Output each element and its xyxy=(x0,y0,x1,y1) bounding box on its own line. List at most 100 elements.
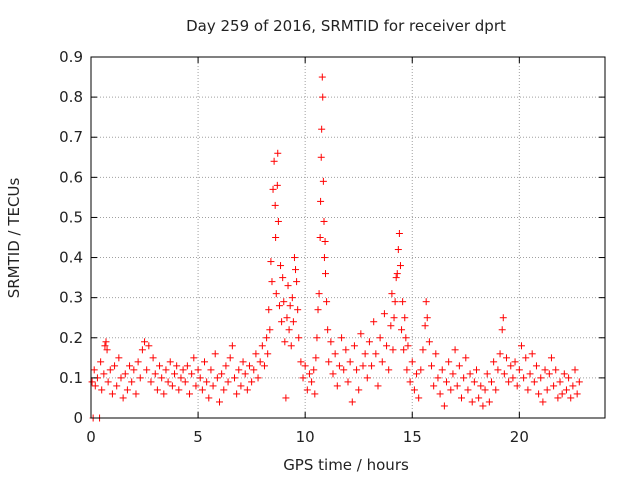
data-point xyxy=(451,346,459,354)
data-point xyxy=(287,342,295,350)
data-point xyxy=(318,73,326,81)
data-point xyxy=(190,354,198,362)
data-point xyxy=(408,358,416,366)
data-point xyxy=(374,382,382,390)
data-point xyxy=(136,374,144,382)
data-point xyxy=(359,362,367,370)
data-point xyxy=(288,294,296,302)
data-point xyxy=(294,306,302,314)
data-point xyxy=(237,382,245,390)
data-point xyxy=(173,362,181,370)
data-point xyxy=(317,153,325,161)
data-point xyxy=(228,342,236,350)
data-points xyxy=(88,73,583,422)
data-point xyxy=(263,334,271,342)
data-point xyxy=(380,310,388,318)
data-point xyxy=(346,358,354,366)
data-point xyxy=(532,362,540,370)
data-point xyxy=(575,378,583,386)
data-point xyxy=(286,302,294,310)
data-point xyxy=(254,374,262,382)
data-point xyxy=(565,374,573,382)
data-point xyxy=(458,394,466,402)
data-point xyxy=(106,366,114,374)
data-point xyxy=(428,362,436,370)
data-point xyxy=(394,246,402,254)
data-point xyxy=(283,314,291,322)
data-point xyxy=(573,390,581,398)
data-point xyxy=(365,338,373,346)
data-point xyxy=(378,358,386,366)
data-point xyxy=(567,394,575,402)
y-tick-label: 0.9 xyxy=(59,48,83,66)
data-point xyxy=(333,382,341,390)
data-point xyxy=(421,322,429,330)
data-point xyxy=(285,326,293,334)
data-point xyxy=(449,370,457,378)
x-axis-label: GPS time / hours xyxy=(283,456,409,474)
data-point xyxy=(477,382,485,390)
data-point xyxy=(315,290,323,298)
data-point xyxy=(466,370,474,378)
y-tick-label: 0.7 xyxy=(59,128,83,146)
data-point xyxy=(207,366,215,374)
x-tick-label: 15 xyxy=(403,428,422,446)
data-point xyxy=(168,382,176,390)
data-point xyxy=(278,318,286,326)
data-point xyxy=(97,358,105,366)
data-point xyxy=(160,390,168,398)
data-point xyxy=(224,378,232,386)
data-point xyxy=(177,374,185,382)
data-point xyxy=(513,382,521,390)
data-point xyxy=(248,378,256,386)
data-point xyxy=(317,197,325,205)
data-point xyxy=(100,370,108,378)
x-tick-label: 20 xyxy=(510,428,529,446)
data-point xyxy=(560,370,568,378)
data-point xyxy=(220,386,228,394)
data-point xyxy=(272,290,280,298)
data-point xyxy=(385,366,393,374)
data-point xyxy=(425,338,433,346)
data-point xyxy=(181,378,189,386)
data-point xyxy=(111,362,119,370)
data-point xyxy=(392,274,400,282)
x-tick-label: 10 xyxy=(296,428,315,446)
data-point xyxy=(313,334,321,342)
data-point xyxy=(350,342,358,350)
y-tick-label: 0.8 xyxy=(59,88,83,106)
data-point xyxy=(128,378,136,386)
data-point xyxy=(147,378,155,386)
data-point xyxy=(445,358,453,366)
data-point xyxy=(277,262,285,270)
data-point xyxy=(145,342,153,350)
data-point xyxy=(103,346,111,354)
y-axis-label: SRMTID / TECUs xyxy=(5,178,23,299)
data-point xyxy=(460,374,468,382)
data-point xyxy=(492,386,500,394)
data-point xyxy=(440,402,448,410)
data-point xyxy=(543,386,551,394)
data-point xyxy=(323,298,331,306)
data-point xyxy=(370,318,378,326)
data-point xyxy=(399,298,407,306)
data-point xyxy=(201,358,209,366)
data-point xyxy=(436,390,444,398)
data-point xyxy=(338,334,346,342)
data-point xyxy=(331,350,339,358)
data-point xyxy=(293,278,301,286)
data-point xyxy=(453,382,461,390)
x-tick-label: 5 xyxy=(193,428,203,446)
data-point xyxy=(434,374,442,382)
data-point xyxy=(130,366,138,374)
data-point xyxy=(505,378,513,386)
data-point xyxy=(108,390,116,398)
data-point xyxy=(266,326,274,334)
data-point xyxy=(511,358,519,366)
data-point xyxy=(183,362,191,370)
data-point xyxy=(162,366,170,374)
data-point xyxy=(403,366,411,374)
data-point xyxy=(134,358,142,366)
data-point xyxy=(230,374,238,382)
data-point xyxy=(422,298,430,306)
